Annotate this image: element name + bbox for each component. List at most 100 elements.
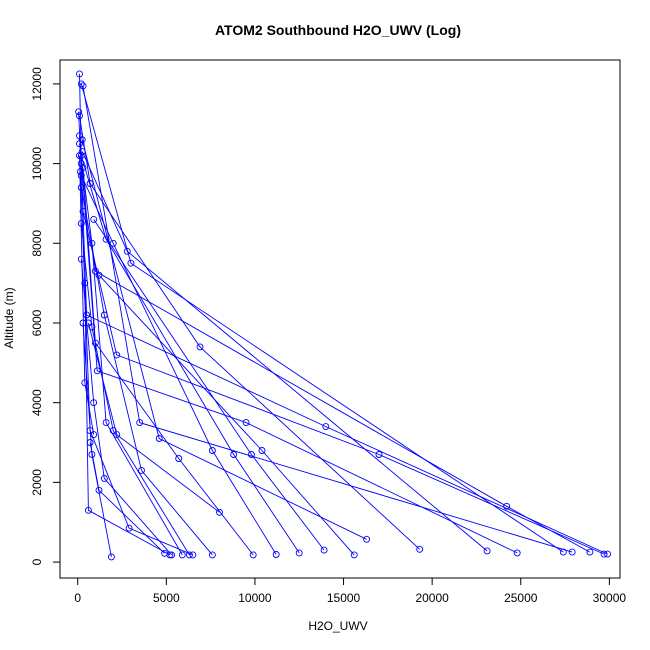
data-point <box>113 431 121 439</box>
series-7 <box>78 148 491 555</box>
data-point <box>175 455 183 462</box>
data-point <box>100 311 108 319</box>
y-tick-label: 0 <box>30 558 44 565</box>
data-point <box>81 379 89 387</box>
data-point <box>604 550 612 558</box>
data-point <box>295 549 303 557</box>
x-tick-label: 0 <box>74 591 81 605</box>
data-point <box>416 545 424 553</box>
series-line <box>82 167 254 556</box>
data-point <box>503 502 511 510</box>
series-9 <box>78 136 371 543</box>
data-point <box>77 80 85 88</box>
data-point <box>76 152 83 160</box>
series-line <box>84 283 171 556</box>
x-tick-label: 25000 <box>504 591 538 605</box>
series-line <box>80 155 300 554</box>
series-line <box>80 83 564 553</box>
x-tick-label: 20000 <box>415 591 449 605</box>
data-point <box>161 549 169 557</box>
data-point <box>247 451 255 458</box>
x-axis-label: H2O_UWV <box>308 619 367 633</box>
y-axis: 0 2000 4000 6000 8000 10000 12000 <box>30 67 60 565</box>
data-point <box>320 546 328 554</box>
data-point <box>208 551 216 559</box>
data-point <box>95 271 103 279</box>
x-tick-label: 10000 <box>238 591 272 605</box>
data-point <box>76 168 84 176</box>
data-point <box>350 551 358 559</box>
data-point <box>322 423 330 431</box>
series-6 <box>76 132 521 557</box>
data-point <box>86 439 94 446</box>
data-point <box>76 112 83 120</box>
series-layer <box>75 70 612 561</box>
y-tick-label: 6000 <box>30 309 44 336</box>
data-point <box>77 172 85 180</box>
data-point <box>81 279 89 287</box>
series-23 <box>79 319 115 561</box>
series-2 <box>75 108 608 558</box>
series-13 <box>77 172 280 558</box>
data-point <box>125 524 133 532</box>
data-point <box>138 466 145 474</box>
series-line <box>78 111 605 555</box>
data-point <box>155 435 163 442</box>
data-point <box>249 551 257 559</box>
series-line <box>91 243 183 556</box>
data-point <box>178 551 186 559</box>
data-point <box>75 108 83 116</box>
data-point <box>272 551 280 558</box>
x-tick-label: 5000 <box>153 591 180 605</box>
y-tick-label: 8000 <box>30 230 44 257</box>
series-line <box>87 322 220 513</box>
data-point <box>90 215 98 223</box>
y-tick-label: 2000 <box>30 469 44 496</box>
data-point <box>90 399 98 407</box>
data-point <box>185 551 193 559</box>
data-point <box>76 70 83 78</box>
data-point <box>78 136 86 144</box>
series-line <box>80 259 172 556</box>
data-point <box>123 247 131 255</box>
y-axis-label: Altitude (m) <box>2 287 16 348</box>
data-point <box>102 235 110 243</box>
data-point <box>559 548 567 556</box>
series-line <box>79 135 518 554</box>
data-point <box>127 259 135 267</box>
data-point <box>568 548 576 556</box>
series-20 <box>77 255 176 559</box>
data-point <box>77 152 85 160</box>
data-point <box>90 431 98 439</box>
series-17 <box>76 168 197 559</box>
series-line <box>93 219 325 551</box>
series-12 <box>77 152 303 557</box>
series-line <box>79 155 95 435</box>
series-8 <box>76 112 424 553</box>
data-point <box>196 343 204 351</box>
data-point <box>109 239 117 247</box>
data-point <box>600 550 608 558</box>
series-5 <box>77 80 567 556</box>
data-point <box>189 551 197 559</box>
series-line <box>79 143 591 553</box>
data-point <box>136 419 144 427</box>
data-point <box>102 419 110 427</box>
data-point <box>84 506 92 514</box>
series-24 <box>76 152 98 439</box>
series-4 <box>79 82 576 556</box>
series-11 <box>90 215 328 554</box>
data-point <box>208 447 216 454</box>
series-10 <box>95 271 358 559</box>
data-point <box>88 451 96 458</box>
data-point <box>100 474 108 482</box>
series-21 <box>81 279 174 559</box>
data-point <box>375 451 383 458</box>
series-line <box>81 139 367 540</box>
data-point <box>586 548 594 556</box>
data-point <box>230 451 238 458</box>
y-tick-label: 12000 <box>30 67 44 101</box>
data-point <box>88 239 96 247</box>
series-line <box>98 274 355 556</box>
